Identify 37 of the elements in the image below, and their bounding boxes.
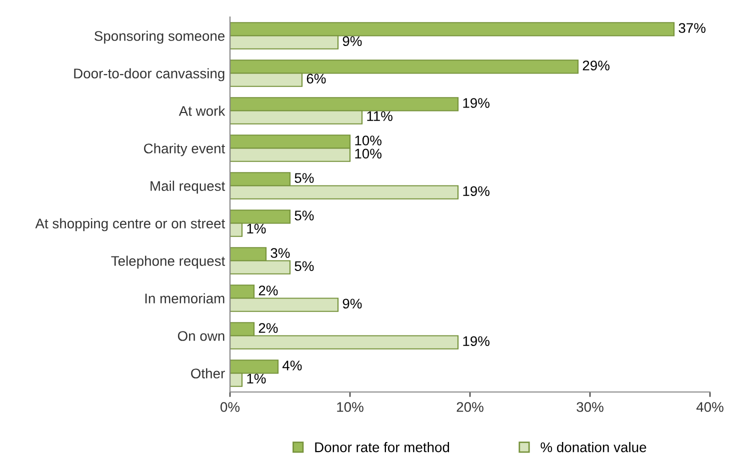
- data-label: 1%: [247, 224, 266, 234]
- data-label: 19%: [463, 186, 490, 196]
- data-label: 6%: [306, 74, 326, 84]
- x-tick-label: 20%: [456, 402, 484, 412]
- x-tick-label: 40%: [696, 402, 724, 412]
- data-label: 5%: [294, 261, 314, 272]
- data-label: 37%: [678, 23, 706, 33]
- data-label: 9%: [342, 36, 362, 46]
- y-tick-label: At work: [178, 106, 226, 116]
- y-tick-label: On own: [178, 331, 224, 341]
- y-tick-label: Other: [191, 368, 225, 378]
- data-label: 5%: [294, 173, 314, 183]
- data-label: 10%: [355, 136, 382, 146]
- y-tick-label: Door-to-door canvassing: [74, 68, 224, 82]
- data-label: 19%: [463, 336, 490, 346]
- y-tick-label: In memoriam: [145, 293, 224, 304]
- x-tick-label: 30%: [576, 402, 604, 412]
- legend-label: % donation value: [540, 442, 646, 452]
- data-label: 29%: [582, 60, 610, 70]
- data-label: 2%: [258, 286, 278, 296]
- y-tick-label: Charity event: [144, 143, 226, 156]
- data-label: 10%: [355, 148, 382, 159]
- data-label: 9%: [342, 298, 362, 309]
- data-label: 4%: [282, 360, 302, 370]
- data-label: 2%: [258, 323, 278, 333]
- data-label: 1%: [247, 374, 266, 384]
- x-tick-label: 0%: [220, 402, 240, 412]
- data-label: 11%: [367, 111, 392, 121]
- y-tick-label: Telephone request: [111, 256, 226, 269]
- x-tick-label: 10%: [337, 402, 364, 412]
- y-tick-label: At shopping centre or on street: [35, 218, 226, 232]
- data-label: 5%: [294, 210, 314, 220]
- data-label: 19%: [463, 98, 490, 108]
- y-tick-label: Mail request: [150, 180, 226, 194]
- y-tick-label: Sponsoring someone: [94, 30, 225, 44]
- data-label: 3%: [270, 248, 290, 258]
- legend-label: Donor rate for method: [315, 442, 450, 452]
